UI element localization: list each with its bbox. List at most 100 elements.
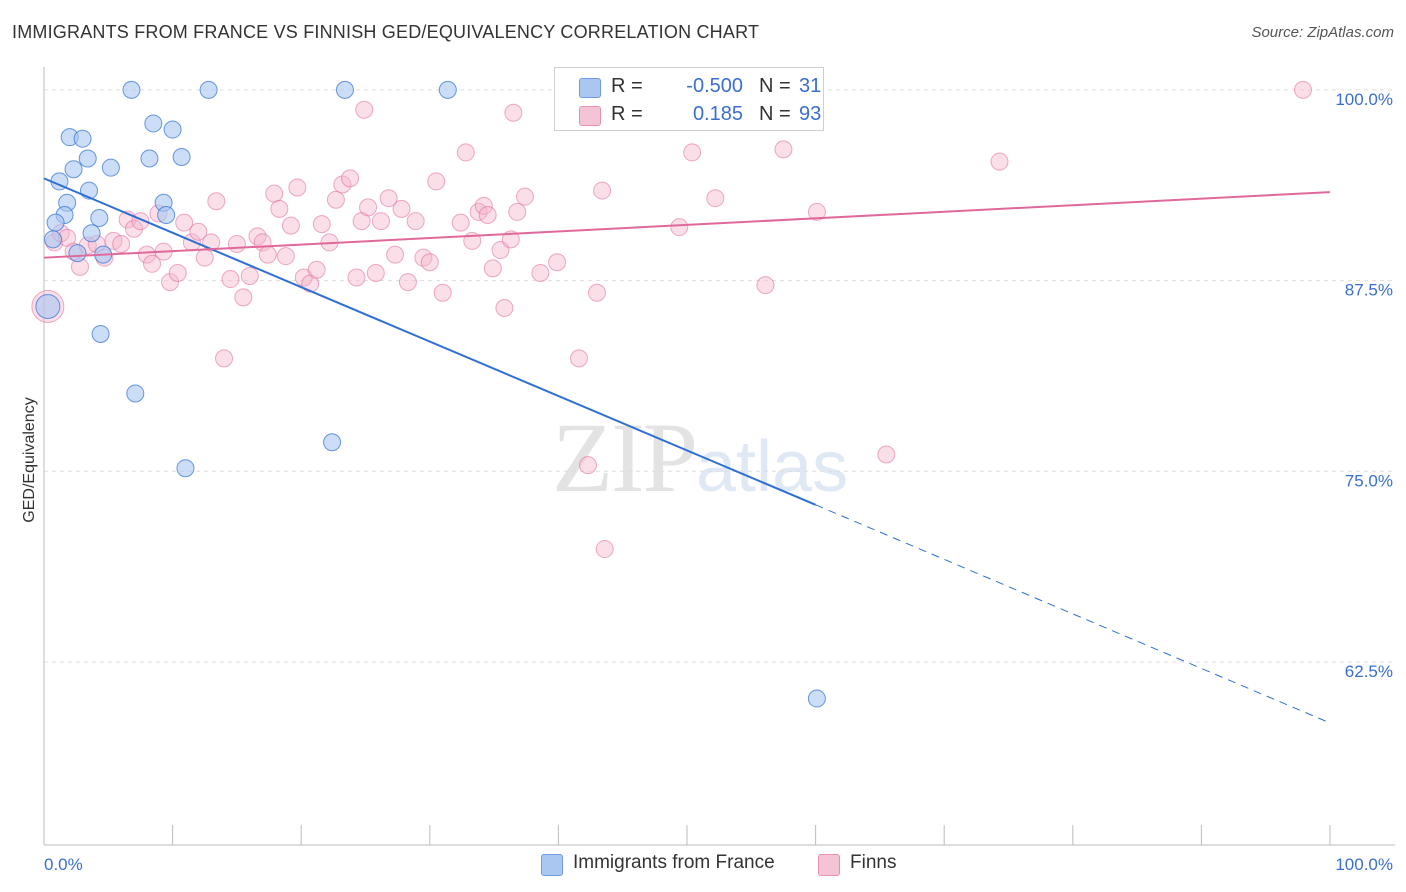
finns-point [379, 189, 398, 208]
source-label: Source: ZipAtlas.com [1251, 24, 1394, 41]
x-tick-label: 100.0% [1335, 855, 1393, 874]
finns-point [877, 445, 896, 464]
y-tick-label: 87.5% [1345, 281, 1393, 300]
finns-trend-line [43, 191, 1331, 259]
y-tick-label: 100.0% [1335, 90, 1393, 109]
finns-point [175, 213, 194, 232]
finns-point [433, 283, 452, 302]
finns-point [392, 199, 411, 218]
finns-point [347, 268, 366, 287]
x-tick-label: 0.0% [44, 855, 83, 874]
finns-point [990, 152, 1009, 171]
axes [43, 67, 1395, 846]
finns-point [312, 215, 331, 234]
finns-point [670, 218, 689, 237]
france-point [73, 129, 92, 148]
finns-point [595, 540, 614, 559]
finns-point [1293, 80, 1312, 99]
france-point [807, 689, 826, 708]
finns-point [474, 196, 493, 215]
france-point [35, 294, 61, 320]
france-point [64, 160, 83, 179]
france-point [176, 459, 195, 478]
france-point [91, 324, 110, 343]
france-point [78, 149, 97, 168]
finns-point [398, 273, 417, 292]
finns-point [483, 259, 502, 278]
france-point [157, 205, 176, 224]
finns-point [756, 276, 775, 295]
finns-point [386, 245, 405, 264]
france-point [140, 149, 159, 168]
finns-point [451, 213, 470, 232]
finns-point [248, 227, 267, 246]
finns-point [807, 202, 826, 221]
finns-point [195, 248, 214, 267]
legend-swatch-france [579, 78, 601, 98]
finns-point [593, 181, 612, 200]
finns-point [683, 143, 702, 162]
finns-point [258, 245, 277, 264]
france-point [126, 384, 145, 403]
finns-point [504, 103, 523, 122]
legend-swatch-finns [818, 854, 840, 876]
finns-point [420, 253, 439, 272]
legend-label-france: Immigrants from France [573, 852, 775, 873]
finns-point [234, 288, 253, 307]
finns-point [456, 143, 475, 162]
legend-swatch-france [541, 854, 563, 876]
france-point [44, 230, 63, 249]
finns-point [215, 349, 234, 368]
finns-point [706, 189, 725, 208]
finns-point [366, 263, 385, 282]
axis-labels: 100.0% 87.5% 75.0% 62.5% 0.0% 100.0% [44, 90, 1393, 874]
trend-lines [43, 177, 1331, 724]
correlation-legend: R = -0.500 N = 31 R = 0.185 N = 93 [554, 67, 824, 131]
finns-point [495, 299, 514, 318]
finns-point [427, 172, 446, 191]
france-point [335, 80, 354, 99]
finns-point [168, 263, 187, 282]
france-point [46, 213, 65, 232]
finns-point [359, 198, 378, 217]
finns-point [265, 184, 284, 203]
finns-point [371, 212, 390, 231]
finns-point [515, 187, 534, 206]
finns-point [587, 283, 606, 302]
chart-title: IMMIGRANTS FROM FRANCE VS FINNISH GED/EQ… [12, 22, 760, 42]
watermark-atlas: atlas [696, 427, 849, 507]
legend-n-label: N = [759, 103, 791, 125]
legend-item-finns: Finns [818, 852, 918, 876]
finns-point [276, 247, 295, 266]
france-point [68, 244, 87, 263]
france-point [82, 224, 101, 243]
finns-point [501, 230, 520, 249]
legend-n-value: 31 [799, 75, 822, 97]
finns-point [355, 100, 374, 119]
finns-point [240, 266, 259, 285]
france-point [172, 148, 191, 167]
finns-point [531, 263, 550, 282]
legend-r-value: 0.185 [692, 103, 743, 125]
legend-swatch-finns [579, 106, 601, 126]
legend-item-france: Immigrants from France [541, 852, 801, 876]
finns-point [578, 456, 597, 475]
legend-r-label: R = [611, 103, 643, 125]
france-point [90, 209, 109, 228]
y-tick-label: 75.0% [1345, 471, 1393, 490]
finns-point [112, 234, 131, 253]
y-axis-label: GED/Equivalency [21, 397, 38, 523]
finns-points [31, 80, 1312, 559]
finns-point [281, 216, 300, 235]
finns-point [143, 254, 162, 273]
france-point [438, 80, 457, 99]
legend-r-label: R = [611, 75, 643, 97]
finns-point [774, 140, 793, 159]
legend-label-finns: Finns [850, 852, 897, 873]
finns-point [227, 234, 246, 253]
finns-point [125, 219, 144, 238]
legend-r-value: -0.500 [686, 75, 743, 97]
france-point [199, 80, 218, 99]
finns-point [221, 270, 240, 289]
france-point [144, 114, 163, 133]
